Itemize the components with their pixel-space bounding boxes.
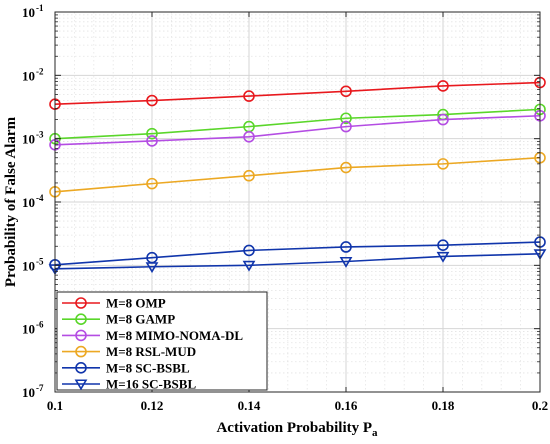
legend-item: M=8 GAMP xyxy=(62,312,175,327)
y-tick-exponent: -7 xyxy=(36,383,44,393)
data-point xyxy=(340,241,352,253)
x-tick-label: 0.12 xyxy=(141,398,164,413)
legend-item: M=8 SC-BSBL xyxy=(62,360,190,375)
legend-label: M=16 SC-BSBL xyxy=(106,377,196,392)
y-axis-label: Probability of False Alarm xyxy=(3,116,19,287)
y-tick-label: 10 xyxy=(22,132,35,147)
data-point xyxy=(243,169,255,182)
data-point xyxy=(146,177,158,190)
data-point xyxy=(243,90,255,102)
series-3 xyxy=(49,109,546,151)
data-point xyxy=(340,120,352,133)
legend-marker xyxy=(75,329,87,342)
legend-label: M=8 OMP xyxy=(106,296,166,311)
data-point xyxy=(146,135,158,147)
legend-marker xyxy=(75,297,87,309)
series-6 xyxy=(48,249,547,276)
series-line xyxy=(54,156,541,193)
x-tick-label: 0.16 xyxy=(335,398,358,413)
x-tick-label: 0.2 xyxy=(532,398,548,413)
data-point xyxy=(243,131,255,143)
legend-item: M=16 SC-BSBL xyxy=(62,377,196,392)
x-axis-label: Activation Probability Pa xyxy=(216,420,378,439)
legend-marker xyxy=(74,379,88,391)
data-point xyxy=(340,161,352,174)
series-4 xyxy=(49,151,546,198)
legend-label: M=8 SC-BSBL xyxy=(106,360,190,375)
legend-marker xyxy=(75,361,87,374)
data-point xyxy=(437,158,449,170)
data-point xyxy=(437,113,449,126)
y-tick-label: 10 xyxy=(22,385,35,400)
legend-label: M=8 RSL-MUD xyxy=(106,344,196,359)
data-point xyxy=(243,244,255,257)
legend-box xyxy=(56,291,268,391)
data-point xyxy=(340,112,352,125)
legend-item: M=8 MIMO-NOMA-DL xyxy=(62,328,243,343)
series-layer xyxy=(48,76,547,276)
y-tick-label: 10 xyxy=(22,5,35,20)
legend-marker xyxy=(75,313,87,326)
y-tick-label: 10 xyxy=(22,322,35,337)
y-tick-label: 10 xyxy=(22,258,35,273)
data-point xyxy=(242,260,256,272)
y-tick-label: 10 xyxy=(22,195,35,210)
legend-label: M=8 GAMP xyxy=(106,312,175,327)
data-point xyxy=(436,251,450,263)
y-tick-exponent: -5 xyxy=(36,256,44,266)
data-point xyxy=(146,94,158,107)
series-line xyxy=(54,114,541,146)
data-point xyxy=(146,127,158,140)
x-tick-label: 0.14 xyxy=(238,398,261,413)
legend-label: M=8 MIMO-NOMA-DL xyxy=(106,328,243,343)
data-point xyxy=(339,256,353,268)
y-tick-label: 10 xyxy=(22,68,35,83)
y-tick-exponent: -6 xyxy=(36,320,44,330)
x-tick-labels: 0.1 0.12 0.14 0.16 0.18 0.2 xyxy=(47,398,548,413)
y-tick-exponent: -4 xyxy=(36,193,44,203)
data-point xyxy=(145,262,159,274)
legend-item: M=8 RSL-MUD xyxy=(62,344,196,359)
legend-item: M=8 OMP xyxy=(62,296,166,311)
y-tick-exponent: -2 xyxy=(36,66,44,76)
series-line xyxy=(54,108,541,140)
legend-marker xyxy=(75,345,87,358)
data-point xyxy=(437,239,449,251)
series-line xyxy=(54,241,541,266)
series-1 xyxy=(49,76,546,111)
data-point xyxy=(437,80,449,92)
series-line xyxy=(54,253,541,270)
y-tick-exponent: -3 xyxy=(36,130,44,140)
x-tick-label: 0.1 xyxy=(47,398,63,413)
y-tick-exponent: -1 xyxy=(36,3,44,13)
y-tick-labels: 10-710-610-510-410-310-210-1 xyxy=(22,3,44,400)
x-tick-label: 0.18 xyxy=(432,398,455,413)
data-point xyxy=(340,85,352,98)
x-axis-label-subscript: a xyxy=(372,427,378,439)
series-line xyxy=(54,81,541,106)
